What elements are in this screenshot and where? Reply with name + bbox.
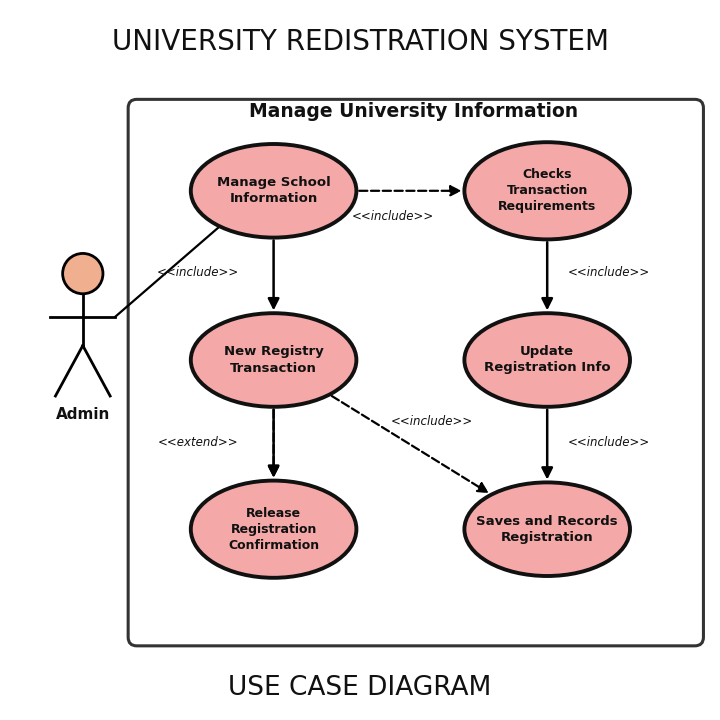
Text: <<include>>: <<include>>: [391, 415, 473, 428]
Ellipse shape: [191, 481, 356, 577]
Circle shape: [63, 253, 103, 294]
Text: Update
Registration Info: Update Registration Info: [484, 346, 611, 374]
Ellipse shape: [191, 144, 356, 238]
Text: UNIVERSITY REDISTRATION SYSTEM: UNIVERSITY REDISTRATION SYSTEM: [112, 28, 608, 55]
Text: New Registry
Transaction: New Registry Transaction: [224, 346, 323, 374]
Text: Admin: Admin: [55, 407, 110, 422]
Text: <<include>>: <<include>>: [567, 436, 649, 449]
Text: Release
Registration
Confirmation: Release Registration Confirmation: [228, 507, 319, 552]
Text: <<include>>: <<include>>: [567, 266, 649, 279]
Text: <<extend>>: <<extend>>: [158, 436, 238, 449]
Text: Manage School
Information: Manage School Information: [217, 176, 330, 205]
Ellipse shape: [464, 313, 630, 407]
Ellipse shape: [191, 313, 356, 407]
Text: Checks
Transaction
Requirements: Checks Transaction Requirements: [498, 168, 596, 213]
Text: <<include>>: <<include>>: [157, 266, 239, 279]
Ellipse shape: [464, 142, 630, 239]
Text: USE CASE DIAGRAM: USE CASE DIAGRAM: [228, 675, 492, 701]
Text: Saves and Records
Registration: Saves and Records Registration: [477, 515, 618, 544]
Text: <<include>>: <<include>>: [351, 210, 433, 222]
FancyBboxPatch shape: [128, 99, 703, 646]
Ellipse shape: [464, 482, 630, 576]
Text: Manage University Information: Manage University Information: [249, 102, 579, 121]
